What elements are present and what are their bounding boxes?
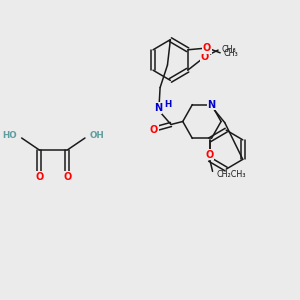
Text: CH₃: CH₃ (224, 49, 239, 58)
Text: O: O (201, 52, 209, 62)
Text: O: O (35, 172, 44, 182)
Text: H: H (164, 100, 172, 109)
Text: CH₂CH₃: CH₂CH₃ (216, 170, 246, 179)
Text: O: O (63, 172, 71, 182)
Text: HO: HO (2, 130, 17, 140)
Text: CH₃: CH₃ (222, 45, 237, 54)
Text: O: O (150, 125, 158, 135)
Text: O: O (206, 150, 214, 160)
Text: O: O (203, 43, 211, 53)
Text: OH: OH (89, 130, 104, 140)
Text: N: N (207, 100, 216, 110)
Text: N: N (154, 103, 162, 113)
